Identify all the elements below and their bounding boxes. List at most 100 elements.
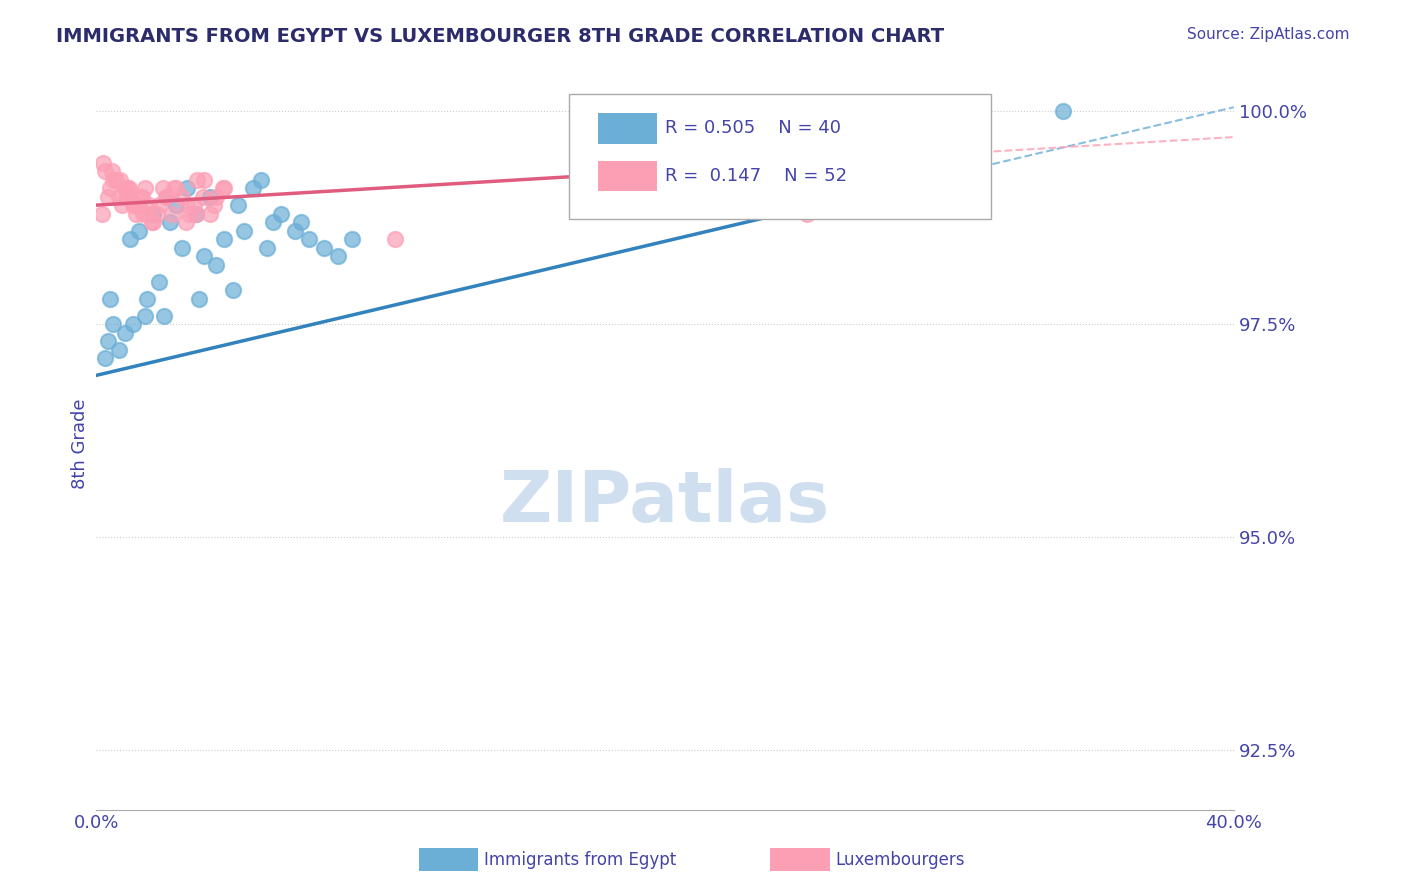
Point xyxy=(242,181,264,195)
Point xyxy=(222,283,245,297)
Point xyxy=(186,172,208,186)
Point xyxy=(152,181,174,195)
Point xyxy=(170,189,193,203)
Point xyxy=(136,207,159,221)
Point xyxy=(193,249,215,263)
Point xyxy=(138,198,160,212)
Point xyxy=(160,207,183,221)
Point xyxy=(228,198,250,212)
Point xyxy=(256,241,278,255)
Text: IMMIGRANTS FROM EGYPT VS LUXEMBOURGER 8TH GRADE CORRELATION CHART: IMMIGRANTS FROM EGYPT VS LUXEMBOURGER 8T… xyxy=(56,27,945,45)
Point xyxy=(184,207,207,221)
Point xyxy=(198,189,221,203)
Point xyxy=(134,309,156,323)
Point xyxy=(298,232,321,246)
Point xyxy=(122,318,145,332)
Point xyxy=(97,189,120,203)
Point xyxy=(134,181,156,195)
Point xyxy=(100,292,122,306)
Point xyxy=(384,232,406,246)
Point xyxy=(204,189,226,203)
Point xyxy=(132,207,155,221)
Point xyxy=(122,198,145,212)
Point xyxy=(90,207,112,221)
Point xyxy=(93,164,115,178)
Y-axis label: 8th Grade: 8th Grade xyxy=(72,398,89,489)
Point xyxy=(91,155,114,169)
Point xyxy=(183,198,205,212)
Point xyxy=(108,189,131,203)
Point xyxy=(128,224,150,238)
Text: R =  0.147    N = 52: R = 0.147 N = 52 xyxy=(665,167,848,185)
Point xyxy=(184,207,207,221)
Point xyxy=(136,292,159,306)
Point xyxy=(159,215,181,229)
Point xyxy=(177,207,200,221)
Point xyxy=(103,172,125,186)
Point xyxy=(146,207,169,221)
Point xyxy=(101,164,124,178)
Point xyxy=(120,232,142,246)
Point xyxy=(284,224,307,238)
Point xyxy=(270,207,292,221)
Point xyxy=(115,189,138,203)
Point xyxy=(174,215,197,229)
Point xyxy=(124,198,146,212)
Point xyxy=(125,207,148,221)
Point xyxy=(103,318,125,332)
Point xyxy=(118,181,141,195)
Point xyxy=(156,189,179,203)
Point xyxy=(155,189,177,203)
Point xyxy=(117,181,139,195)
Point xyxy=(198,207,221,221)
Point xyxy=(128,198,150,212)
Point xyxy=(212,181,235,195)
Point xyxy=(165,198,187,212)
Point xyxy=(262,215,284,229)
Point xyxy=(114,326,136,340)
Point xyxy=(212,232,235,246)
Point xyxy=(100,181,122,195)
Point xyxy=(120,189,142,203)
Text: Immigrants from Egypt: Immigrants from Egypt xyxy=(484,851,676,869)
Point xyxy=(129,189,152,203)
Point xyxy=(156,189,179,203)
Point xyxy=(176,181,198,195)
Point xyxy=(108,343,131,357)
Point xyxy=(204,258,226,272)
Point xyxy=(110,172,132,186)
Point xyxy=(141,215,163,229)
Text: ZIPatlas: ZIPatlas xyxy=(501,467,830,537)
Point xyxy=(202,198,225,212)
Point xyxy=(191,189,214,203)
Point xyxy=(340,232,363,246)
Point xyxy=(165,181,187,195)
Text: Luxembourgers: Luxembourgers xyxy=(835,851,965,869)
Point xyxy=(93,351,115,366)
Point xyxy=(176,198,198,212)
Point xyxy=(148,198,170,212)
Point xyxy=(796,207,818,221)
Point xyxy=(163,181,186,195)
Point xyxy=(97,334,120,349)
Point xyxy=(170,241,193,255)
Point xyxy=(153,309,176,323)
Point xyxy=(187,292,209,306)
Point xyxy=(326,249,349,263)
Point xyxy=(290,215,312,229)
Point xyxy=(1052,104,1074,119)
Point xyxy=(142,207,165,221)
Point xyxy=(142,215,165,229)
Point xyxy=(312,241,335,255)
Point xyxy=(193,172,215,186)
Point xyxy=(105,172,128,186)
Point xyxy=(250,172,273,186)
Point xyxy=(114,181,136,195)
Text: Source: ZipAtlas.com: Source: ZipAtlas.com xyxy=(1187,27,1350,42)
Point xyxy=(148,275,170,289)
Point xyxy=(111,198,134,212)
Point xyxy=(131,189,153,203)
Text: R = 0.505    N = 40: R = 0.505 N = 40 xyxy=(665,120,841,137)
Point xyxy=(233,224,256,238)
Point xyxy=(211,181,233,195)
